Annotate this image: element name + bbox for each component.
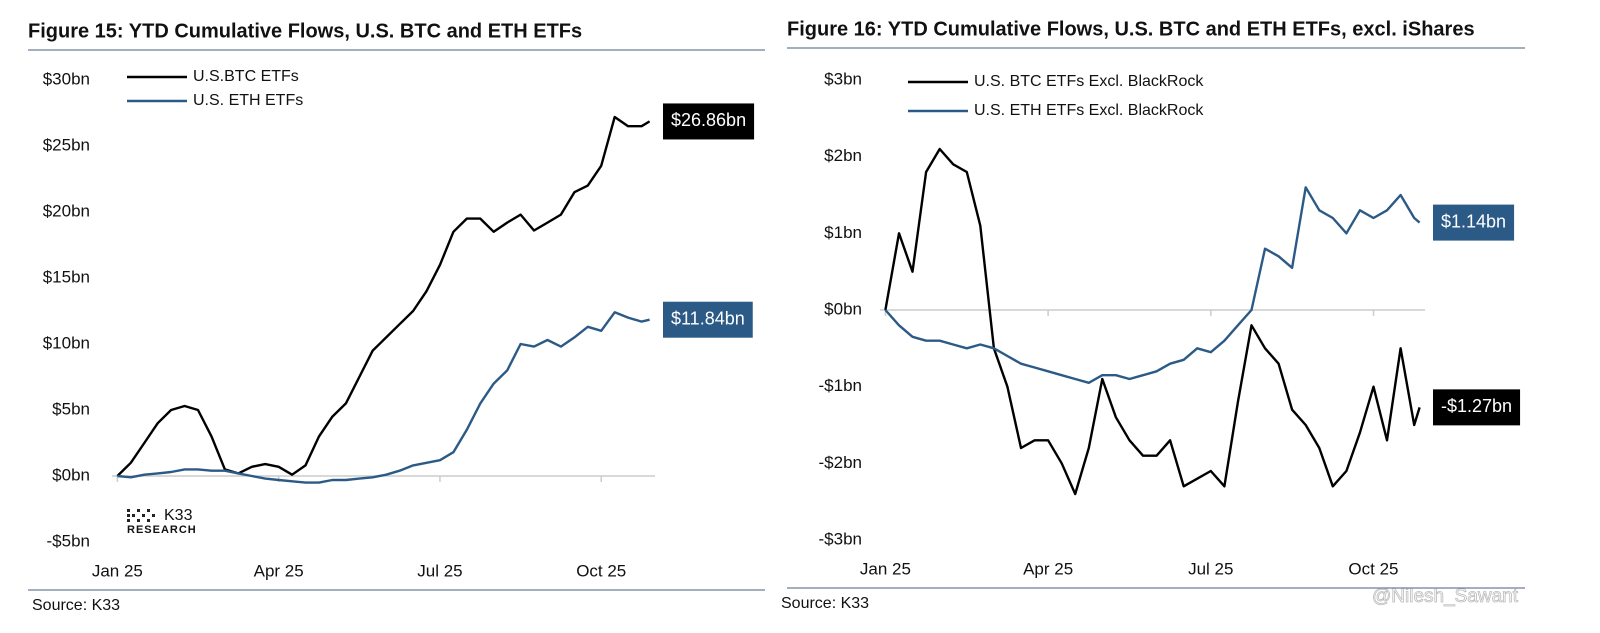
- logo-dot: [132, 514, 135, 517]
- logo-dot: [142, 514, 145, 517]
- value-label-text: $1.14bn: [1441, 211, 1506, 231]
- y-tick-label: $1bn: [824, 223, 862, 242]
- logo-dot: [127, 509, 130, 512]
- logo-dot: [152, 514, 155, 517]
- logo-dot: [147, 509, 150, 512]
- y-tick-label: -$2bn: [819, 453, 862, 472]
- y-tick-label: $0bn: [824, 299, 862, 318]
- y-tick-label: $10bn: [43, 333, 90, 352]
- logo-dot: [137, 509, 140, 512]
- value-label: $1.14bn: [1433, 204, 1515, 241]
- legend-label: U.S.BTC ETFs: [193, 68, 299, 85]
- x-tick-label: Apr 25: [1023, 559, 1073, 578]
- y-tick-label: $30bn: [43, 69, 90, 88]
- y-tick-label: -$1bn: [819, 376, 862, 395]
- logo-dot: [127, 514, 130, 517]
- y-tick-label: $0bn: [52, 465, 90, 484]
- y-tick-label: -$5bn: [47, 531, 90, 550]
- y-tick-label: $2bn: [824, 146, 862, 165]
- series-line: [884, 147, 1421, 496]
- value-label-box: [1433, 204, 1515, 241]
- y-tick-label: $20bn: [43, 201, 90, 220]
- value-label-box: [663, 103, 755, 140]
- legend-label: U.S. ETH ETFs Excl. BlackRock: [974, 102, 1204, 119]
- source: Source: K33: [32, 597, 120, 614]
- value-label-box: [1433, 389, 1521, 426]
- logo-dot: [127, 519, 130, 522]
- logo-text: K33: [164, 507, 193, 524]
- y-tick-label: -$3bn: [819, 529, 862, 548]
- value-label: $26.86bn: [663, 103, 755, 140]
- chart-title: Figure 15: YTD Cumulative Flows, U.S. BT…: [28, 20, 582, 42]
- series-line: [117, 311, 650, 484]
- value-label-text: $11.84bn: [671, 308, 745, 328]
- y-tick-label: $25bn: [43, 135, 90, 154]
- legend-label: U.S. BTC ETFs Excl. BlackRock: [974, 73, 1204, 90]
- value-label-text: $26.86bn: [671, 110, 746, 130]
- y-tick-label: $5bn: [52, 399, 90, 418]
- value-label-text: -$1.27bn: [1441, 396, 1512, 416]
- x-tick-label: Oct 25: [1348, 559, 1398, 578]
- x-tick-label: Jul 25: [1188, 559, 1233, 578]
- x-tick-label: Apr 25: [254, 561, 304, 580]
- logo-dot: [147, 519, 150, 522]
- x-tick-label: Jan 25: [92, 561, 143, 580]
- y-tick-label: $3bn: [824, 69, 862, 88]
- x-tick-label: Oct 25: [576, 561, 626, 580]
- series-line: [884, 186, 1421, 384]
- series-line: [116, 115, 651, 477]
- value-label: -$1.27bn: [1433, 389, 1521, 426]
- value-label-box: [663, 301, 753, 338]
- y-tick-label: $15bn: [43, 267, 90, 286]
- logo-subtext: RESEARCH: [127, 524, 197, 536]
- x-tick-label: Jul 25: [417, 561, 462, 580]
- x-tick-label: Jan 25: [860, 559, 911, 578]
- logo-dot: [137, 519, 140, 522]
- watermark: @Nilesh_Sawant: [1372, 586, 1519, 607]
- chart-title: Figure 16: YTD Cumulative Flows, U.S. BT…: [787, 18, 1475, 40]
- source: Source: K33: [781, 595, 869, 612]
- legend-label: U.S. ETH ETFs: [193, 92, 303, 109]
- value-label: $11.84bn: [663, 301, 753, 338]
